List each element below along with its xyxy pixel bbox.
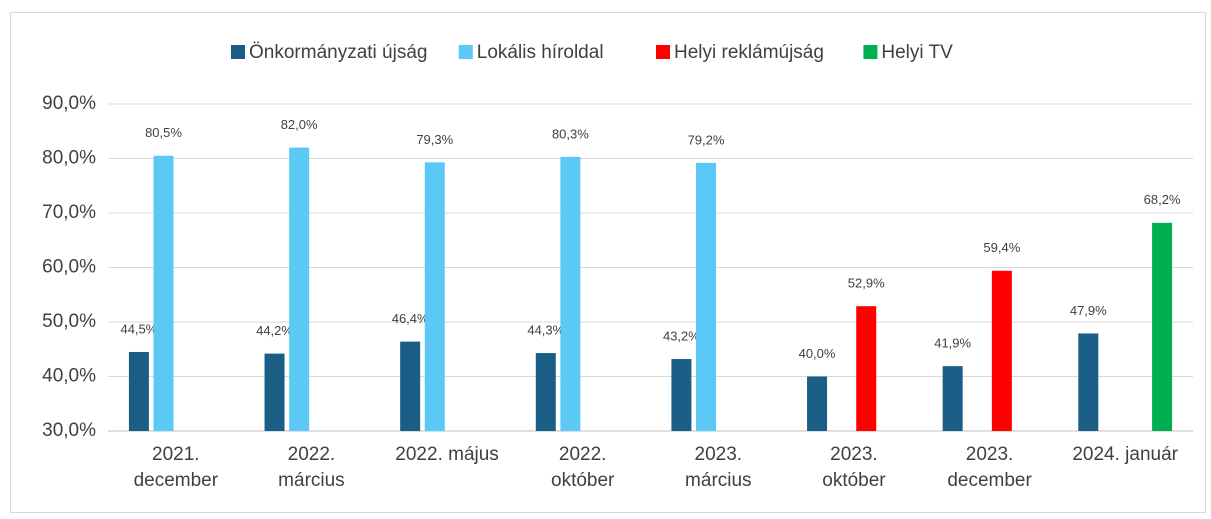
legend-label: Lokális híroldal (477, 42, 604, 63)
x-tick-line: 2022. május (395, 444, 499, 465)
bar (991, 270, 1012, 431)
x-tick-label: 2024. január (1072, 444, 1178, 465)
y-tick-label: 50,0% (42, 311, 96, 332)
value-label: 43,2% (663, 328, 700, 343)
x-tick-line: 2024. január (1072, 444, 1178, 465)
x-tick-line: 2023. (966, 444, 1014, 465)
bar (807, 376, 828, 431)
bar (942, 366, 963, 431)
x-tick-line: március (278, 470, 345, 491)
value-label: 47,9% (1070, 303, 1107, 318)
value-label: 40,0% (799, 346, 836, 361)
x-tick-label: 2022. május (395, 444, 499, 465)
value-label: 44,3% (527, 323, 564, 338)
y-tick-label: 60,0% (42, 257, 96, 278)
x-tick-label: 2021. december (134, 444, 219, 491)
bar (264, 353, 285, 431)
x-tick-line: 2022. (559, 444, 607, 465)
x-tick-line: 2023. (695, 444, 743, 465)
y-tick-label: 40,0% (42, 366, 96, 387)
bar (560, 156, 581, 432)
chart-frame (10, 12, 1206, 513)
legend-swatch (458, 45, 473, 59)
value-label: 82,0% (281, 117, 318, 132)
bar (856, 306, 877, 431)
x-tick-line: 2022. (288, 444, 336, 465)
bar (535, 353, 556, 431)
y-tick-label: 30,0% (42, 420, 96, 441)
x-tick-line: 2021. (152, 444, 200, 465)
x-tick-line: december (947, 470, 1032, 491)
y-tick-label: 80,0% (42, 148, 96, 169)
bar (1078, 333, 1099, 431)
value-label: 80,5% (145, 125, 182, 140)
bar (671, 359, 692, 431)
value-label: 52,9% (848, 276, 885, 291)
legend-label: Helyi reklámújság (674, 42, 824, 63)
legend-label: Önkormányzati újság (249, 42, 427, 63)
bar (1152, 222, 1173, 431)
value-label: 59,4% (983, 240, 1020, 255)
bar (400, 341, 421, 431)
x-tick-label: 2023. október (822, 444, 886, 491)
y-tick-label: 70,0% (42, 202, 96, 223)
x-tick-line: december (134, 470, 219, 491)
x-tick-line: október (551, 470, 615, 491)
x-tick-label: 2022. október (551, 444, 615, 491)
value-label: 44,2% (256, 323, 293, 338)
bar (424, 162, 445, 431)
legend-label: Helyi TV (881, 42, 953, 63)
y-tick-label: 90,0% (42, 93, 96, 114)
x-tick-label: 2022. március (278, 444, 345, 491)
value-label: 80,3% (552, 126, 589, 141)
bar (153, 155, 174, 431)
bar (128, 351, 149, 431)
value-label: 44,5% (120, 321, 157, 336)
value-label: 79,3% (416, 132, 453, 147)
value-label: 46,4% (392, 311, 429, 326)
x-tick-label: 2023. március (685, 444, 752, 491)
legend-swatch (231, 45, 245, 59)
x-tick-line: március (685, 470, 752, 491)
x-tick-label: 2023. december (947, 444, 1032, 491)
x-tick-line: október (822, 470, 886, 491)
bar (289, 147, 310, 431)
legend-swatch (863, 45, 878, 59)
value-label: 79,2% (688, 132, 725, 147)
bar (696, 162, 717, 432)
value-label: 41,9% (934, 336, 971, 351)
value-label: 68,2% (1144, 192, 1181, 207)
legend-swatch (656, 45, 670, 59)
x-tick-line: 2023. (830, 444, 878, 465)
